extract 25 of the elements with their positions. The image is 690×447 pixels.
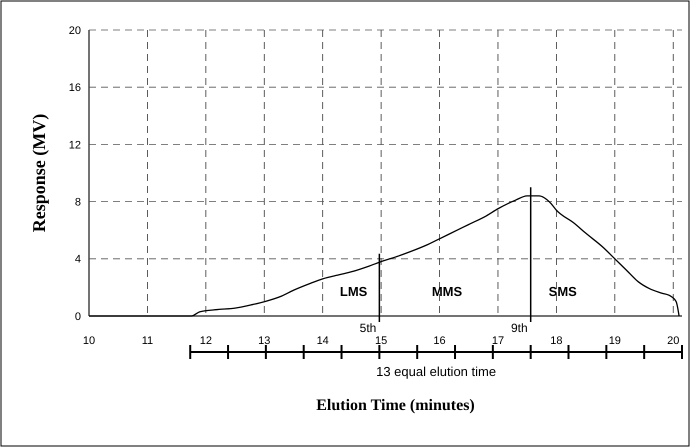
x-tick-label: 11 (142, 335, 154, 347)
y-tick-label: 4 (74, 254, 81, 266)
annotation: SMS (548, 284, 578, 299)
x-tick-label: 12 (200, 335, 212, 347)
y-tick-label: 16 (68, 82, 81, 94)
text: 13 equal elution time (376, 364, 496, 379)
y-tick-label: 8 (74, 196, 81, 208)
y-tick-label: 0 (74, 310, 81, 323)
x-tick-label: 17 (492, 335, 504, 347)
y-axis-title: Response (MV) (29, 114, 49, 232)
x-tick-label: 20 (667, 335, 680, 347)
y-tick-label: 20 (68, 24, 81, 37)
ref-line-label: 9th (510, 321, 528, 335)
x-tick-label: 10 (82, 335, 96, 347)
x-tick-label: 18 (550, 335, 563, 347)
x-axis-title: Elution Time (minutes) (316, 397, 475, 414)
ref-line-label: 5th (360, 321, 376, 335)
annotation: LMS (340, 284, 368, 299)
x-tick-label: 19 (608, 335, 621, 347)
x-tick-label: 15 (374, 335, 388, 347)
x-tick-label: 14 (316, 335, 329, 347)
x-tick-label: 13 (258, 335, 270, 347)
y-tick-label: 12 (68, 139, 81, 152)
x-tick-label: 16 (433, 335, 446, 347)
annotation: MMS (432, 284, 463, 299)
